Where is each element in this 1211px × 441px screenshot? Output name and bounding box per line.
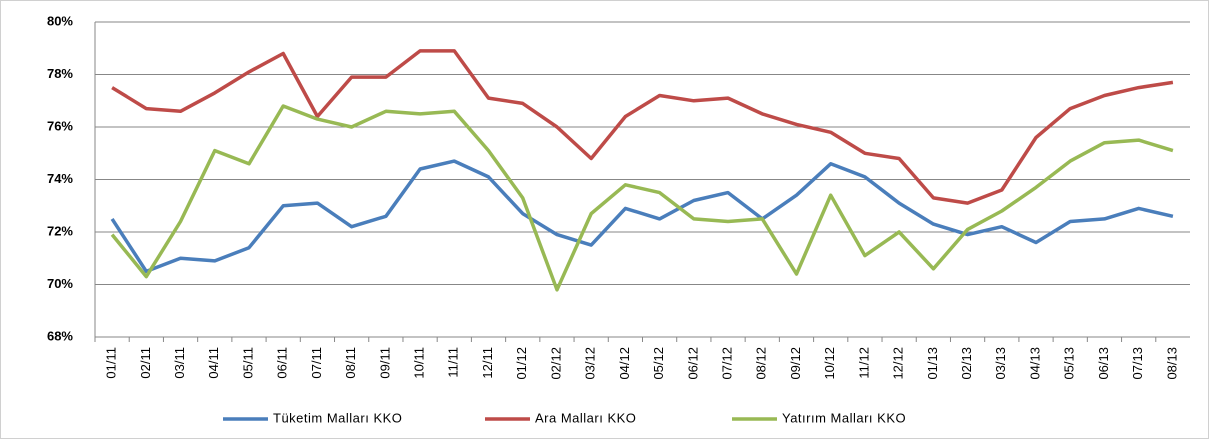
- legend-label: Yatırım Malları KKO: [782, 410, 906, 425]
- x-tick-label: 11/12: [856, 347, 871, 379]
- legend-label: Tüketim Malları KKO: [273, 410, 402, 425]
- x-tick-label: 02/13: [959, 347, 974, 380]
- x-tick-label: 09/11: [377, 347, 392, 379]
- x-tick-label: 04/13: [1027, 347, 1042, 380]
- x-tick-label: 01/13: [925, 347, 940, 380]
- x-tick-label: 05/12: [651, 347, 666, 380]
- x-tick-label: 06/11: [275, 347, 290, 379]
- x-tick-label: 05/13: [1062, 347, 1077, 380]
- x-tick-label: 08/13: [1164, 347, 1179, 380]
- x-tick-label: 11/11: [446, 347, 461, 378]
- y-tick-label: 68%: [47, 328, 73, 343]
- y-tick-label: 78%: [47, 66, 73, 81]
- legend-label: Ara Malları KKO: [535, 410, 636, 425]
- y-tick-label: 70%: [47, 276, 73, 291]
- y-tick-label: 76%: [47, 118, 73, 133]
- x-tick-label: 02/11: [138, 347, 153, 379]
- x-tick-label: 07/11: [309, 347, 324, 379]
- x-tick-label: 03/11: [172, 347, 187, 379]
- x-tick-label: 02/12: [548, 347, 563, 380]
- series-line: [110, 104, 1174, 292]
- x-tick-label: 09/12: [788, 347, 803, 380]
- x-tick-label: 08/11: [343, 347, 358, 379]
- y-tick-label: 74%: [47, 171, 73, 186]
- x-tick-label: 12/11: [480, 347, 495, 379]
- x-tick-label: 01/12: [514, 347, 529, 380]
- y-tick-label: 80%: [47, 13, 73, 28]
- x-tick-label: 10/12: [822, 347, 837, 380]
- y-tick-label: 72%: [47, 223, 73, 238]
- x-tick-label: 07/13: [1130, 347, 1145, 380]
- x-tick-label: 06/12: [685, 347, 700, 380]
- x-tick-label: 04/11: [206, 347, 221, 379]
- x-tick-label: 08/12: [754, 347, 769, 380]
- x-tick-label: 07/12: [719, 347, 734, 380]
- series-line: [110, 159, 1174, 274]
- x-tick-label: 03/13: [993, 347, 1008, 380]
- series-line: [111, 49, 1174, 205]
- x-tick-label: 01/11: [104, 347, 119, 379]
- x-tick-label: 06/13: [1096, 347, 1111, 380]
- x-tick-label: 03/12: [583, 347, 598, 380]
- x-tick-label: 10/11: [412, 347, 427, 379]
- x-tick-label: 12/12: [891, 347, 906, 380]
- x-tick-label: 04/12: [617, 347, 632, 380]
- x-tick-label: 05/11: [240, 347, 255, 379]
